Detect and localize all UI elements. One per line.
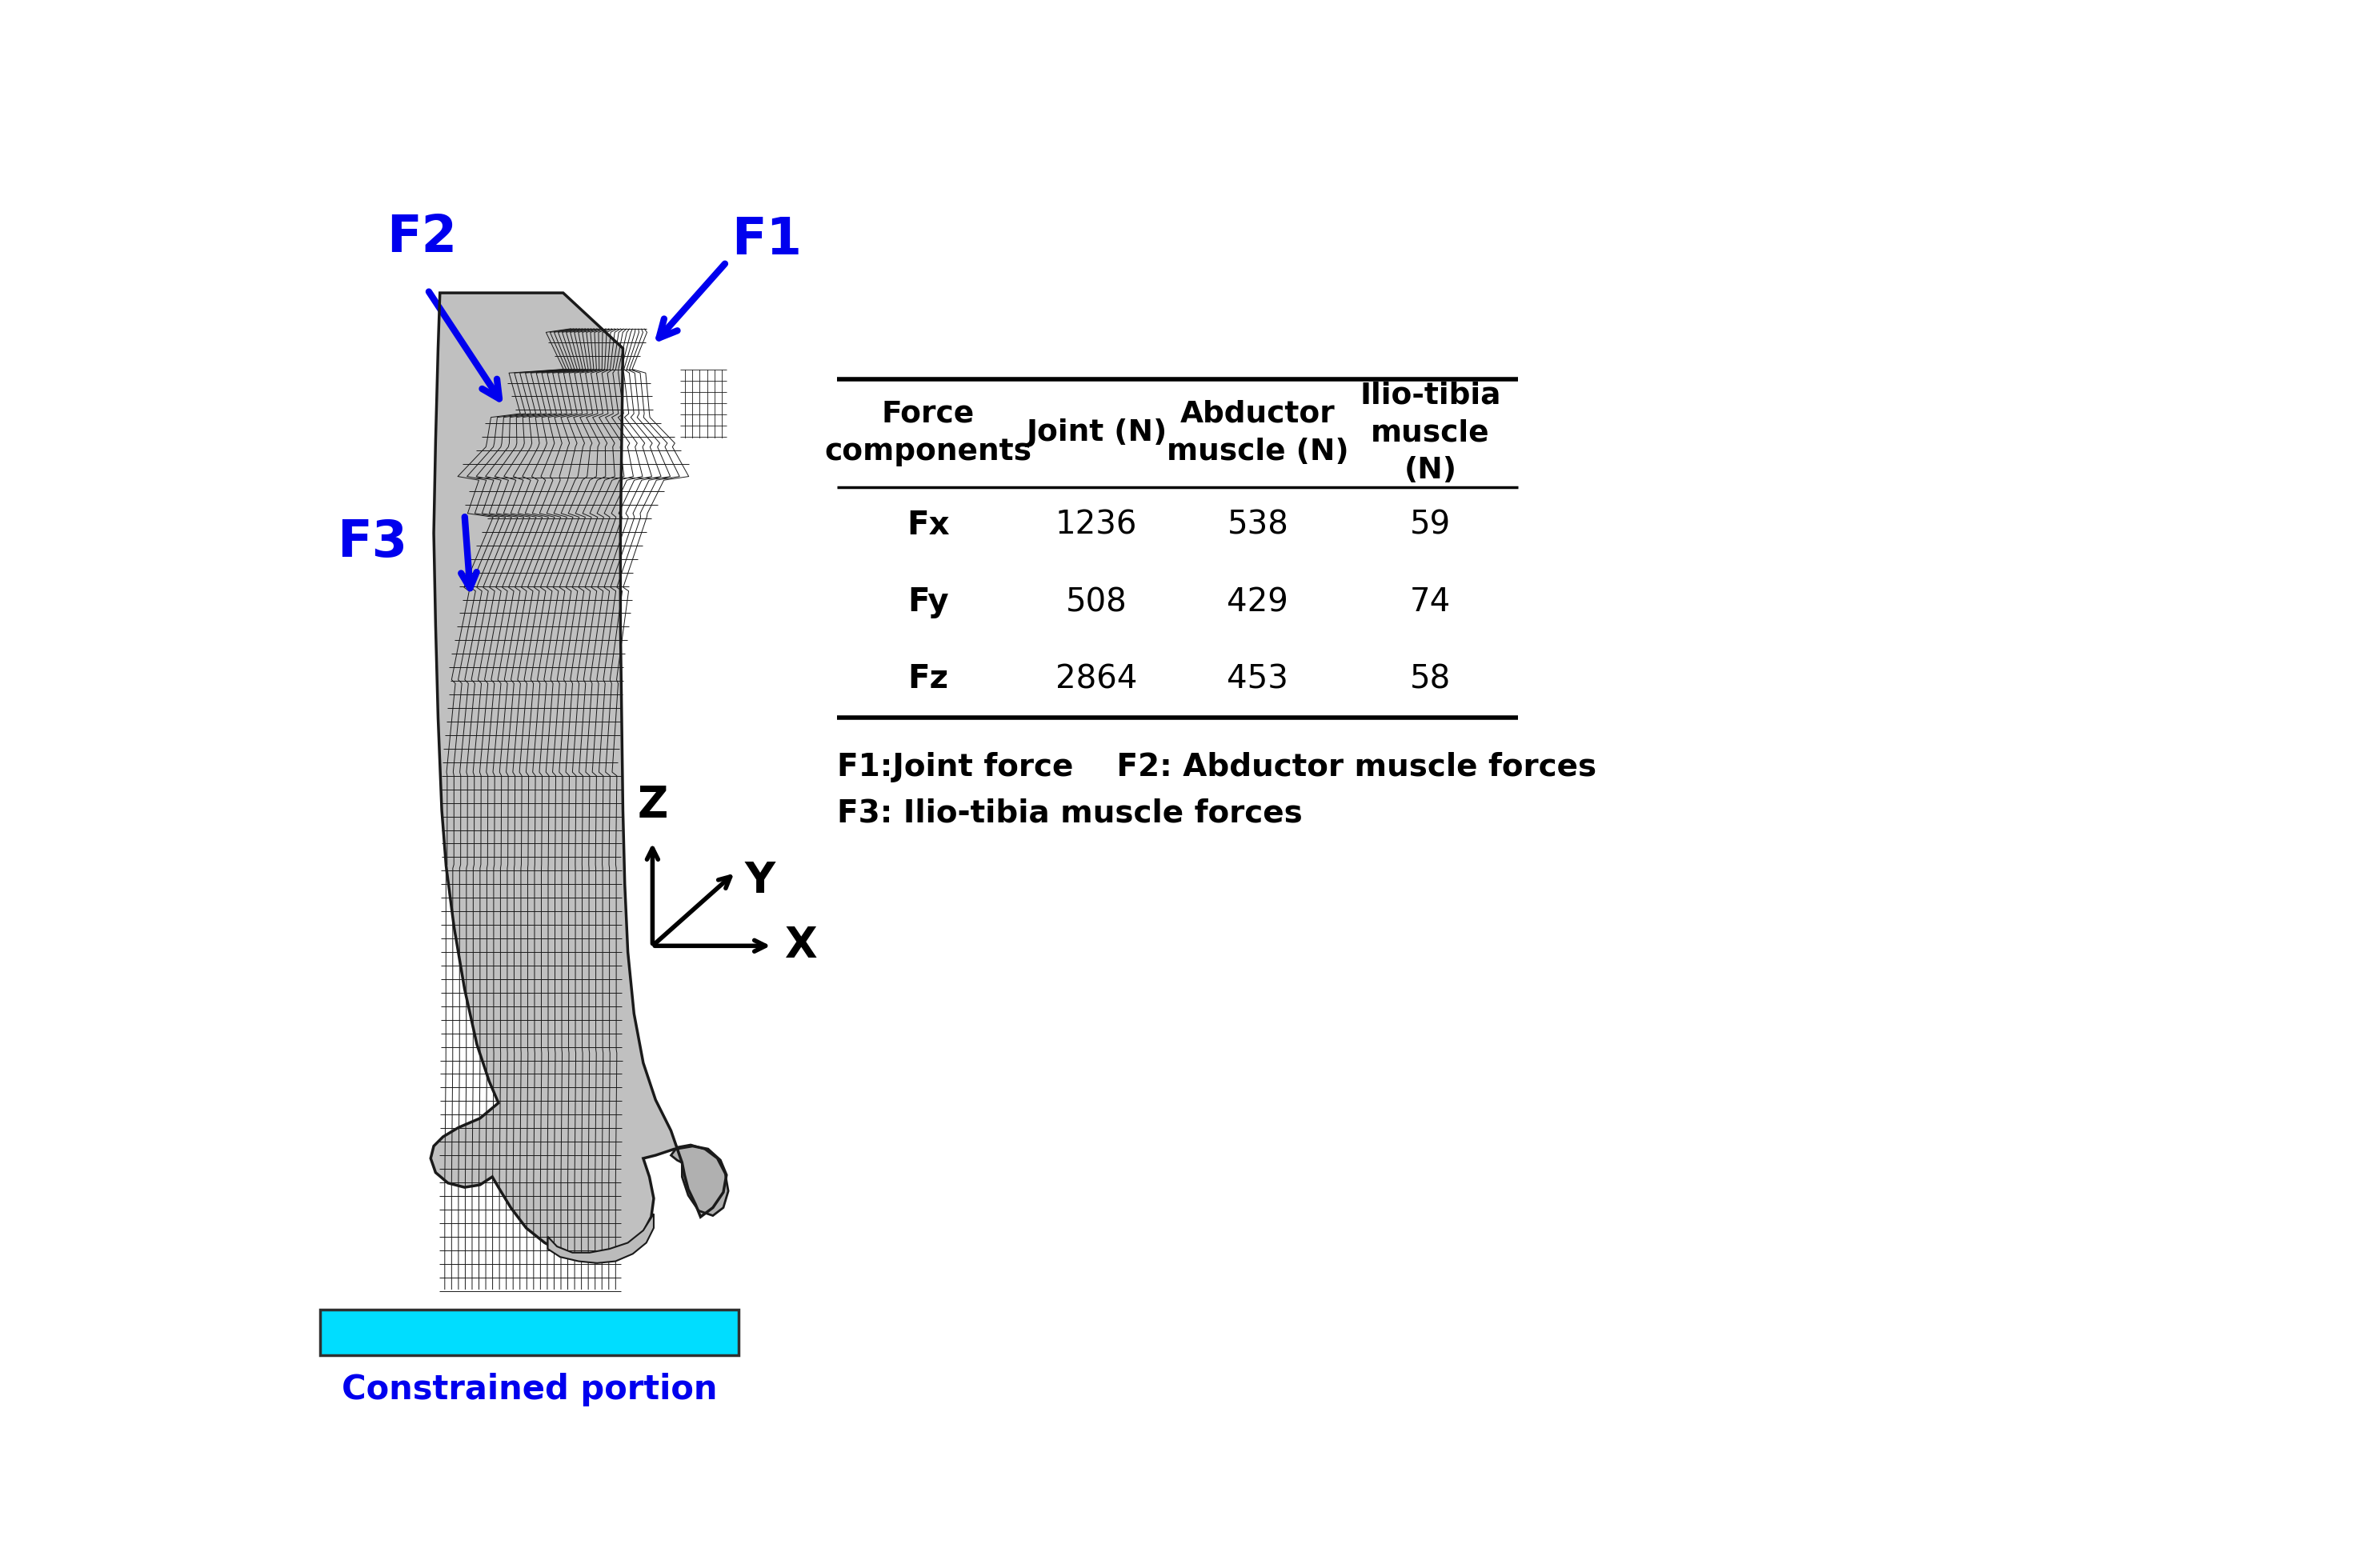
Text: Fz: Fz	[907, 663, 948, 696]
Text: 1236: 1236	[1056, 510, 1137, 541]
Text: Constrained portion: Constrained portion	[340, 1372, 716, 1406]
Text: Z: Z	[638, 784, 669, 826]
Polygon shape	[548, 1214, 655, 1264]
Text: F3: Ilio-tibia muscle forces: F3: Ilio-tibia muscle forces	[837, 798, 1302, 828]
Polygon shape	[430, 293, 725, 1258]
Text: Force
components: Force components	[825, 400, 1033, 466]
Polygon shape	[671, 1145, 728, 1215]
Text: F1:Joint force    F2: Abductor muscle forces: F1:Joint force F2: Abductor muscle force…	[837, 751, 1597, 782]
Text: Fy: Fy	[907, 586, 950, 618]
Text: F2: F2	[385, 213, 456, 262]
Text: 2864: 2864	[1056, 663, 1137, 696]
Text: X: X	[785, 925, 818, 966]
Text: Y: Y	[744, 859, 775, 902]
Text: 508: 508	[1066, 586, 1127, 618]
Text: F3: F3	[338, 517, 406, 568]
Text: 59: 59	[1411, 510, 1451, 541]
Text: F1: F1	[733, 215, 801, 265]
Text: 429: 429	[1226, 586, 1288, 618]
Text: 58: 58	[1411, 663, 1451, 696]
Bar	[319, 1309, 740, 1355]
Text: Ilio-tibia
muscle
(N): Ilio-tibia muscle (N)	[1359, 381, 1501, 485]
Text: Joint (N): Joint (N)	[1026, 419, 1167, 447]
Text: 538: 538	[1226, 510, 1288, 541]
Text: 453: 453	[1226, 663, 1288, 696]
Text: Abductor
muscle (N): Abductor muscle (N)	[1167, 400, 1349, 466]
Text: Fx: Fx	[907, 510, 950, 541]
Text: 74: 74	[1411, 586, 1451, 618]
